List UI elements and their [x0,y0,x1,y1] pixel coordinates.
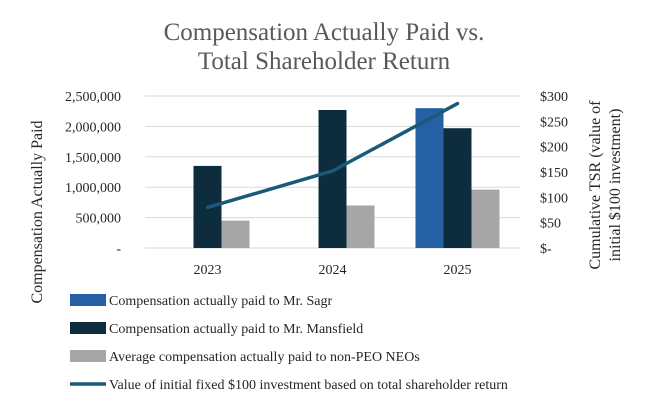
bars [193,108,500,248]
right-tick-label: $- [540,242,552,257]
legend-swatch [70,294,106,306]
legend-label: Compensation actually paid to Mr. Sagr [109,294,333,309]
bar-2-2025 [443,128,472,248]
legend-swatch [70,350,106,362]
legend-label: Value of initial fixed $100 investment b… [109,378,508,393]
left-tick-label: 2,500,000 [65,90,121,105]
chart-title-line-2: Total Shareholder Return [198,48,451,75]
right-axis-ticks: $- $50 $100 $150 $200 $250 $300 [540,90,568,257]
right-tick-label: $200 [540,141,568,156]
x-tick-label: 2023 [194,263,222,278]
x-tick-label: 2025 [444,263,472,278]
right-tick-label: $250 [540,115,568,130]
right-tick-label: $150 [540,166,568,181]
right-axis-title-line-1: Cumulative TSR (value of [587,100,604,270]
bar-1-2025 [415,108,444,248]
tsr-line-layer [205,101,460,210]
left-tick-label: 2,000,000 [65,120,121,135]
right-tick-label: $300 [540,90,568,105]
legend-label: Average compensation actually paid to no… [109,350,420,365]
x-axis-ticks: 2023 2024 2025 [194,263,472,278]
bar-3-2024 [346,205,375,248]
left-tick-label: - [116,242,121,257]
left-tick-label: 1,000,000 [65,181,121,196]
left-tick-label: 500,000 [76,212,122,227]
right-axis-title-line-2: initial $100 investment) [607,109,624,262]
bar-3-2025 [471,189,500,248]
bar-3-2023 [221,220,250,248]
legend-swatch [70,322,106,334]
x-tick-label: 2024 [319,263,347,278]
left-axis-title: Compensation Actually Paid [29,120,46,303]
legend: Compensation actually paid to Mr. Sagr Co… [70,294,508,393]
chart-title-line-1: Compensation Actually Paid vs. [164,19,485,46]
tsr-line [205,101,460,210]
left-tick-label: 1,500,000 [65,151,121,166]
legend-label: Compensation actually paid to Mr. Mansfi… [109,322,363,337]
bar-2-2024 [318,109,347,248]
right-tick-label: $100 [540,191,568,206]
left-axis-ticks: - 500,000 1,000,000 1,500,000 2,000,000 2,500… [65,90,121,257]
right-tick-label: $50 [540,217,561,232]
